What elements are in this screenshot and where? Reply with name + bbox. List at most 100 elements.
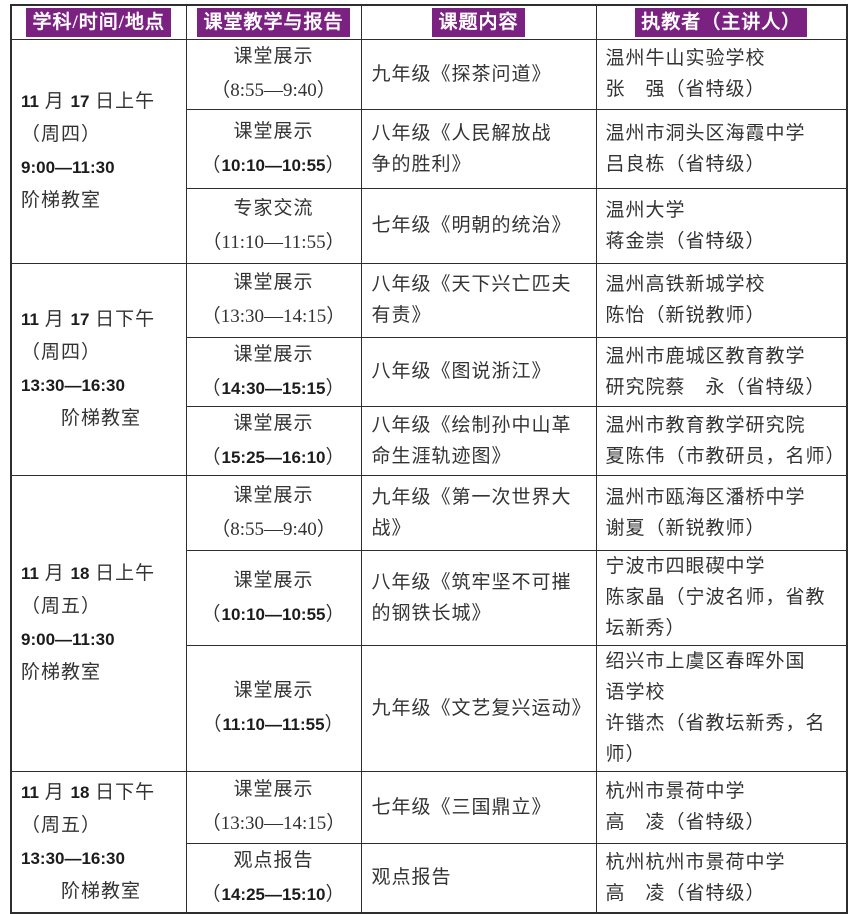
session-datetime-cell: 11 月 18 日下午 （周五） 13:30—16:30 阶梯教室 xyxy=(10,770,187,913)
numeric-text: 9:00—11:30 xyxy=(21,630,115,649)
activity-cell: 课堂展示 （10:10—10:55） xyxy=(185,108,362,189)
header-label-subject-time-location: 学科/时间/地点 xyxy=(26,7,172,37)
topic-cell: 八年级《筑牢坚不可摧 的钢铁长城》 xyxy=(360,549,597,646)
instructor-cell: 温州大学 蒋金崇（省特级） xyxy=(595,187,848,264)
numeric-text: 17 xyxy=(70,92,90,111)
instructor-line: 温州市鹿城区教育教学 xyxy=(605,345,806,367)
schedule-row: 观点报告 （14:25—15:10） 观点报告 杭州杭州市景荷中学高 凌（省特级） xyxy=(11,842,848,913)
schedule-row: 课堂展示 （14:30—15:15） 八年级《图说浙江》 温州市鹿城区教育教学 研究院蔡… xyxy=(11,336,848,407)
instructor-cell: 温州牛山实验学校张 强（省特级） xyxy=(595,38,848,110)
topic-cell: 八年级《天下兴亡匹夫 有责》 xyxy=(360,262,597,338)
activity-cell: 课堂展示 （13:30—14:15） xyxy=(185,770,362,844)
numeric-text: 17 xyxy=(70,310,90,329)
topic-line: 战》 xyxy=(371,517,412,539)
session-datetime-line: 11 月 17 日上午 xyxy=(21,91,156,112)
activity-label: 课堂展示 xyxy=(233,46,314,67)
numeric-text: 11 xyxy=(21,782,39,802)
activity-label: 课堂展示 xyxy=(233,343,314,365)
activity-label: 课堂展示 xyxy=(233,272,314,293)
topic-cell: 九年级《探茶问道》 xyxy=(360,38,597,110)
instructor-cell: 温州市洞头区海霞中学 吕良栋（省特级） xyxy=(595,108,848,189)
activity-cell: 课堂展示 （11:10—11:55） xyxy=(185,644,362,772)
schedule-row: 课堂展示 （11:10—11:55） 九年级《文艺复兴运动》 绍兴市上虞区春晖外国 语学… xyxy=(11,644,848,772)
instructor-line: 研究院蔡 永（省特级） xyxy=(605,376,826,398)
activity-time: （11:10—11:55） xyxy=(202,714,345,735)
header-label-instructor: 执教者（主讲人） xyxy=(635,7,808,37)
activity-label: 课堂展示 xyxy=(233,680,314,701)
instructor-line: 杭州杭州市景荷中学 xyxy=(605,851,786,873)
instructor-line: 温州市洞头区海霞中学 xyxy=(605,122,806,144)
activity-label: 课堂展示 xyxy=(233,569,314,591)
numeric-text: 11 xyxy=(21,564,39,583)
topic-line: 八年级《天下兴亡匹夫 xyxy=(371,274,572,295)
instructor-line: 温州高铁新城学校 xyxy=(605,274,766,295)
schedule-body: 11 月 17 日上午 （周四） 9:00—11:30 阶梯教室 课堂展示 （8:55—9… xyxy=(10,38,848,913)
activity-time: （8:55—9:40） xyxy=(211,80,336,101)
activity-cell: 观点报告 （14:25—15:10） xyxy=(185,842,362,913)
activity-label: 观点报告 xyxy=(233,849,314,871)
session-datetime-line: 11 月 17 日下午 xyxy=(21,309,156,330)
activity-cell: 课堂展示 （8:55—9:40） xyxy=(185,38,362,110)
session-datetime-line: 9:00—11:30 xyxy=(21,151,182,184)
topic-line: 观点报告 xyxy=(371,867,452,888)
activity-time: （10:10—10:55） xyxy=(201,154,346,176)
session-datetime-line: 13:30—16:30 xyxy=(21,369,182,402)
topic-line: 八年级《筑牢坚不可摧 xyxy=(371,571,572,593)
instructor-cell: 宁波市四眼碶中学 陈家晶（宁波名师，省教 坛新秀） xyxy=(595,549,848,646)
activity-label: 课堂展示 xyxy=(233,779,314,800)
instructor-line: 绍兴市上虞区春晖外国 xyxy=(605,651,806,672)
activity-cell: 课堂展示 （15:25—16:10） xyxy=(185,405,362,476)
numeric-text: 10:10—10:55 xyxy=(221,604,326,624)
activity-cell: 专家交流 （11:10—11:55） xyxy=(185,187,362,264)
numeric-text: 13:30—16:30 xyxy=(21,848,125,868)
instructor-line: 陈怡（新锐教师） xyxy=(605,305,766,326)
instructor-line: 张 强（省特级） xyxy=(605,79,766,100)
topic-line: 的钢铁长城》 xyxy=(371,602,492,624)
session-datetime-cell: 11 月 17 日下午 （周四） 13:30—16:30 阶梯教室 xyxy=(10,262,187,476)
numeric-text: 14:30—15:15 xyxy=(221,378,326,398)
instructor-cell: 杭州杭州市景荷中学高 凌（省特级） xyxy=(595,842,848,913)
schedule-table: 学科/时间/地点 课堂教学与报告 课题内容 执教者（主讲人） 11 月 17 日… xyxy=(10,4,848,914)
numeric-text: 11 xyxy=(21,310,39,329)
header-cell-instructor: 执教者（主讲人） xyxy=(595,4,848,40)
activity-cell: 课堂展示 （14:30—15:15） xyxy=(185,336,362,407)
session-datetime-line: （周四） xyxy=(21,342,102,363)
session-datetime-line: 9:00—11:30 xyxy=(21,623,182,656)
topic-line: 八年级《图说浙江》 xyxy=(371,361,552,382)
instructor-line: 师） xyxy=(605,744,646,765)
session-datetime-line: 阶梯教室 xyxy=(21,880,142,902)
topic-line: 九年级《第一次世界大 xyxy=(371,486,572,508)
activity-time: （13:30—14:15） xyxy=(201,813,346,834)
instructor-line: 坛新秀） xyxy=(605,618,686,639)
schedule-header: 学科/时间/地点 课堂教学与报告 课题内容 执教者（主讲人） xyxy=(10,4,848,40)
activity-time: （14:30—15:15） xyxy=(201,377,346,399)
activity-time: （11:10—11:55） xyxy=(202,231,345,253)
instructor-line: 宁波市四眼碶中学 xyxy=(605,556,766,577)
topic-line: 九年级《文艺复兴运动》 xyxy=(371,697,592,719)
instructor-cell: 温州市瓯海区潘桥中学 谢夏（新锐教师） xyxy=(595,474,848,551)
topic-cell: 七年级《三国鼎立》 xyxy=(360,770,597,844)
topic-cell: 八年级《人民解放战 争的胜利》 xyxy=(360,108,597,189)
activity-cell: 课堂展示 （13:30—14:15） xyxy=(185,262,362,338)
header-label-topic: 课题内容 xyxy=(432,7,525,37)
topic-line: 七年级《明朝的统治》 xyxy=(371,215,572,236)
activity-time: （13:30—14:15） xyxy=(201,306,346,327)
instructor-line: 谢夏（新锐教师） xyxy=(605,517,766,539)
numeric-text: 13:30—16:30 xyxy=(21,376,125,395)
instructor-line: 吕良栋（省特级） xyxy=(605,153,766,175)
session-datetime-line: （周五） xyxy=(21,596,102,617)
instructor-line: 蒋金崇（省特级） xyxy=(605,230,766,252)
session-datetime-line: 阶梯教室 xyxy=(21,190,102,211)
numeric-text: 11:10—11:55 xyxy=(222,715,325,734)
instructor-cell: 绍兴市上虞区春晖外国 语学校 许锴杰（省教坛新秀，名 师） xyxy=(595,644,848,772)
topic-line: 命生涯轨迹图》 xyxy=(371,445,512,467)
instructor-cell: 杭州市景荷中学高 凌（省特级） xyxy=(595,770,848,844)
instructor-cell: 温州市教育教学研究院 夏陈伟（市教研员，名师） xyxy=(595,405,848,476)
schedule-row: 课堂展示 （10:10—10:55） 八年级《筑牢坚不可摧 的钢铁长城》 宁波市四眼碶中… xyxy=(11,549,848,646)
instructor-line: 杭州市景荷中学 xyxy=(605,781,746,802)
schedule-row: 11 月 17 日上午 （周四） 9:00—11:30 阶梯教室 课堂展示 （8:55—9… xyxy=(10,38,848,264)
session-datetime-line: 13:30—16:30 xyxy=(21,842,182,875)
instructor-line: 温州牛山实验学校 xyxy=(605,48,766,69)
activity-time: （14:25—15:10） xyxy=(201,883,346,905)
session-datetime-cell: 11 月 17 日上午 （周四） 9:00—11:30 阶梯教室 xyxy=(10,38,187,264)
